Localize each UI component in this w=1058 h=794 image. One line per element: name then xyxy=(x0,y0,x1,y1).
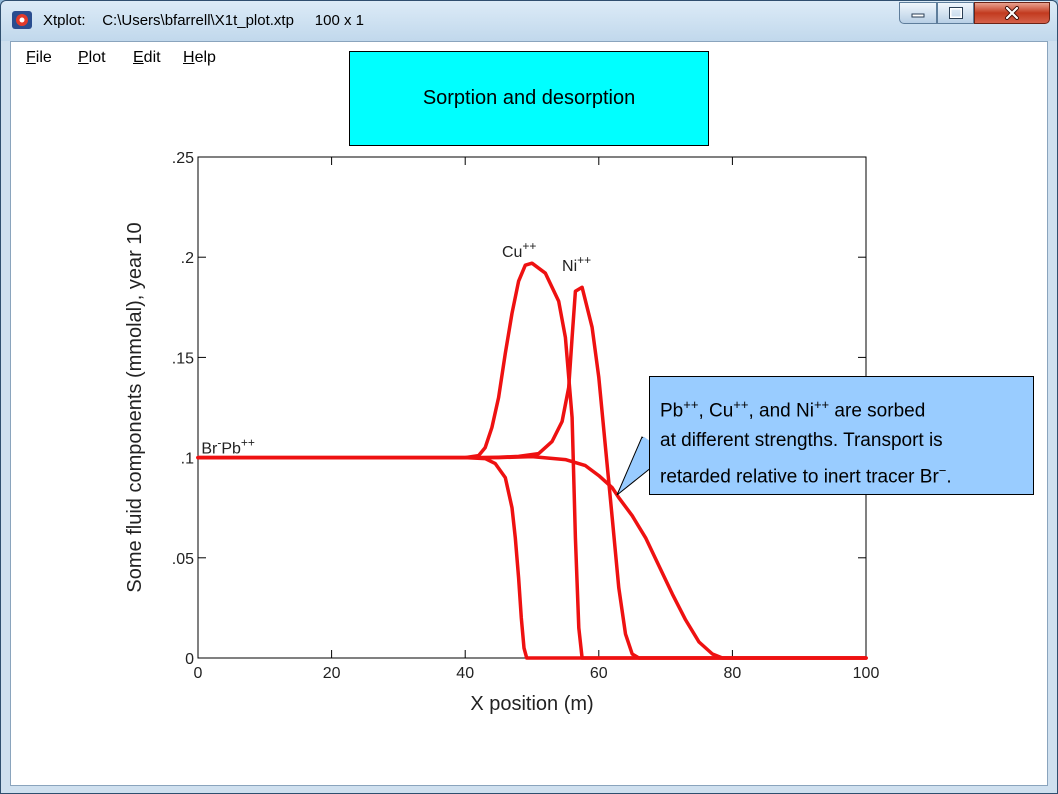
menu-edit[interactable]: Edit xyxy=(133,49,161,67)
menu-file[interactable]: File xyxy=(26,49,52,67)
y-tick-label: .15 xyxy=(172,350,194,367)
maximize-icon xyxy=(948,7,963,19)
chart: 0 20 40 60 80 100 0 .05 .1 .15 .2 .25 X position (m)… xyxy=(124,150,880,715)
series-line-ni xyxy=(196,454,868,660)
maximize-button[interactable] xyxy=(937,2,974,24)
x-tick-label: 100 xyxy=(853,665,880,682)
callout-line-1: Pb++, Cu++, and Ni++ are sorbed xyxy=(660,390,1023,426)
callout-text-run: , and Ni xyxy=(748,400,814,422)
menu-plot-label: lot xyxy=(88,49,106,66)
y-tick-label: .1 xyxy=(181,451,194,468)
callout-line-3: retarded relative to inert tracer Br−. xyxy=(660,456,1023,492)
callout-text-run: ++ xyxy=(683,397,699,412)
menu-help[interactable]: Help xyxy=(183,49,216,67)
callout-text-run: ++ xyxy=(733,397,749,412)
minimize-icon xyxy=(911,13,925,18)
callout-text-run: , Cu xyxy=(698,400,734,422)
y-tick-label: .25 xyxy=(172,150,194,167)
callout-line-2: at different strengths. Transport is xyxy=(660,426,1023,456)
window-title: Xtplot: C:\Users\bfarrell\X1t_plot.xtp 1… xyxy=(43,12,364,29)
x-tick-label: 0 xyxy=(194,665,203,682)
chart-title-box[interactable]: Sorption and desorption xyxy=(349,51,709,146)
curve-label: Cu++ xyxy=(502,239,536,261)
x-tick-label: 80 xyxy=(724,665,742,682)
annotation-callout[interactable]: Pb++, Cu++, and Ni++ are sorbed at diffe… xyxy=(649,376,1034,495)
x-tick-label: 20 xyxy=(323,665,341,682)
menu-file-label: ile xyxy=(35,49,52,66)
series-line-br xyxy=(196,261,868,660)
callout-text-run: Pb xyxy=(660,400,684,422)
menu-file-mnemonic: F xyxy=(26,49,36,66)
minimize-button[interactable] xyxy=(899,2,937,24)
y-tick-label: .05 xyxy=(172,551,194,568)
y-tick-label: 0 xyxy=(185,651,194,668)
close-button[interactable] xyxy=(974,2,1050,24)
menu-edit-mnemonic: E xyxy=(133,49,144,66)
callout-text-run: ++ xyxy=(813,397,830,412)
y-axis-label: Some fluid components (mmolal), year 10 xyxy=(124,222,146,592)
menu-help-mnemonic: H xyxy=(183,49,195,66)
menu-plot-mnemonic: P xyxy=(78,49,89,66)
curve-label: Br-Pb++ xyxy=(201,436,255,458)
curve-label: Ni++ xyxy=(562,253,591,275)
callout-text-run: at different strengths. Transport is xyxy=(660,430,943,452)
x-tick-label: 40 xyxy=(456,665,474,682)
menu-plot[interactable]: Plot xyxy=(78,49,106,67)
xtplot-app-icon xyxy=(12,11,32,29)
y-tick-label: .2 xyxy=(181,250,194,267)
chart-title: Sorption and desorption xyxy=(422,87,636,109)
x-axis-label: X position (m) xyxy=(470,693,593,715)
menu-help-label: elp xyxy=(194,49,216,66)
plot-area-client: File Plot Edit Help 0 20 40 60 80 100 0 .05 .1 .1… xyxy=(10,41,1048,786)
callout-text-run: . xyxy=(946,466,952,488)
title-bar[interactable]: Xtplot: C:\Users\bfarrell\X1t_plot.xtp 1… xyxy=(1,1,1057,41)
x-tick-label: 60 xyxy=(590,665,608,682)
menu-edit-label: dit xyxy=(143,49,161,66)
callout-text-run: − xyxy=(938,463,947,479)
callout-text-run: retarded relative to inert tracer Br xyxy=(660,466,939,488)
callout-text-run: are sorbed xyxy=(829,400,926,422)
close-icon xyxy=(1005,6,1019,20)
